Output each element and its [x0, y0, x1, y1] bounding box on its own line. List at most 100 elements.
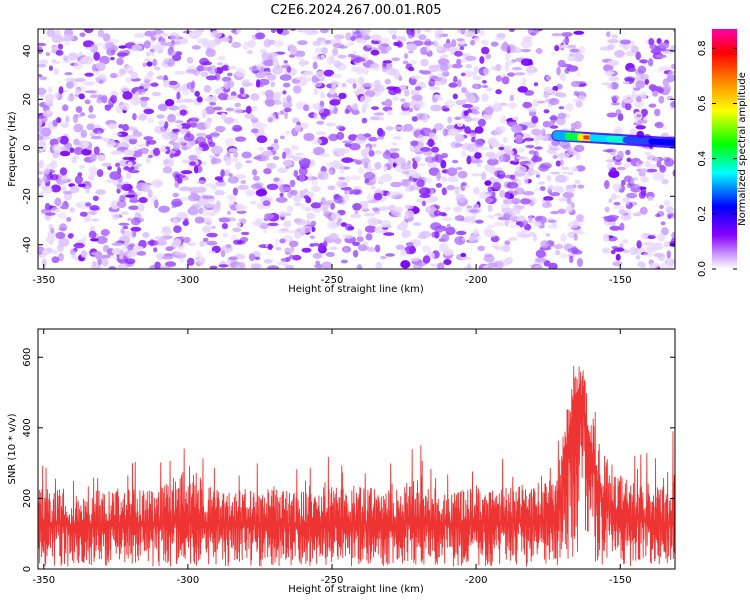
heatmap-cell [655, 213, 661, 218]
heatmap-cell [557, 208, 566, 214]
heatmap-cell [640, 73, 649, 80]
heatmap-cell [226, 80, 235, 89]
heatmap-cell [472, 75, 482, 81]
heatmap-cell [404, 245, 417, 255]
colorbar-tick-label: 0.0 [697, 261, 708, 277]
heatmap-cell [297, 40, 308, 46]
heatmap-cell [390, 152, 400, 159]
heatmap-cell [312, 81, 323, 88]
heatmap-cell [58, 237, 70, 247]
heatmap-cell [606, 31, 611, 38]
heatmap-cell [218, 264, 229, 268]
heatmap-cell [59, 150, 71, 157]
heatmap-cell [123, 165, 135, 171]
heatmap-cell [373, 79, 381, 89]
heatmap-cell [640, 187, 647, 197]
heatmap-cell [320, 39, 333, 46]
heatmap-cell [659, 165, 666, 173]
heatmap-cell [74, 89, 81, 96]
heatmap-cell [556, 116, 566, 126]
heatmap-cell [174, 70, 186, 75]
heatmap-cell [515, 205, 525, 210]
heatmap-cell [303, 104, 310, 112]
heatmap-cell [336, 131, 345, 140]
heatmap-cell [507, 72, 516, 77]
heatmap-cell [226, 210, 232, 215]
heatmap-cell [574, 179, 581, 184]
heatmap-cell [552, 244, 564, 250]
heatmap-cell [95, 62, 106, 72]
heatmap-cell [299, 174, 305, 183]
heatmap-cell [514, 134, 524, 144]
heatmap-cell [57, 43, 64, 50]
heatmap-cell [396, 41, 403, 48]
heatmap-cell [196, 96, 203, 103]
heatmap-cell [300, 225, 312, 234]
heatmap-cell [502, 244, 511, 253]
heatmap-cell [495, 89, 502, 95]
heatmap-cell [226, 95, 239, 100]
heatmap-cell [654, 108, 661, 117]
heatmap-cell [79, 85, 86, 93]
heatmap-cell [502, 137, 508, 143]
heatmap-cell [280, 228, 289, 232]
heatmap-cell [418, 187, 431, 196]
heatmap-cell [535, 48, 543, 54]
heatmap-cell [179, 123, 191, 130]
heatmap-cell [350, 175, 362, 181]
heatmap-cell [326, 162, 334, 168]
heatmap-x-tick-label: -150 [609, 275, 632, 286]
heatmap-cell [217, 92, 229, 101]
heatmap-cell [602, 149, 614, 153]
heatmap-cell [573, 90, 579, 96]
heatmap-cell [313, 87, 319, 96]
heatmap-cell [130, 217, 141, 226]
heatmap-cell [88, 230, 97, 239]
heatmap-cell [315, 131, 326, 135]
heatmap-cell [521, 122, 531, 126]
heatmap-cell [261, 51, 270, 61]
heatmap-cell [407, 30, 415, 39]
heatmap-cell [435, 44, 444, 52]
heatmap-cell [44, 202, 51, 211]
heatmap-cell [447, 176, 459, 183]
heatmap-cell [283, 247, 295, 253]
heatmap-cell [60, 122, 70, 128]
snr-x-tick-label: -350 [32, 575, 55, 586]
heatmap-cell [290, 145, 299, 151]
heatmap-cell [312, 243, 320, 247]
heatmap-cell [457, 170, 468, 179]
heatmap-cell [477, 245, 486, 252]
heatmap-cell [481, 84, 489, 89]
heatmap-cell [385, 126, 394, 131]
heatmap-cell [136, 251, 147, 256]
colorbar-tick-label: 0.2 [697, 206, 708, 222]
heatmap-cell [294, 202, 302, 207]
heatmap-cell [144, 58, 151, 62]
heatmap-cell [351, 189, 363, 195]
heatmap-cell [200, 71, 209, 77]
heatmap-cell [196, 250, 202, 259]
heatmap-cell [69, 248, 77, 256]
heatmap-cell [645, 168, 658, 173]
heatmap-cell [263, 168, 272, 175]
heatmap-cell [609, 225, 621, 231]
heatmap-cell [101, 257, 109, 267]
heatmap-cell [374, 161, 382, 170]
heatmap-cell [231, 157, 239, 162]
heatmap-cell [279, 110, 285, 115]
heatmap-cell [234, 136, 247, 142]
heatmap-cell [452, 159, 459, 164]
heatmap-cell [160, 37, 166, 46]
heatmap-cell [278, 210, 288, 218]
heatmap-cell [490, 235, 500, 243]
heatmap-cell [313, 146, 325, 156]
heatmap-cell [303, 133, 315, 141]
heatmap-cell [164, 42, 174, 47]
heatmap-cell [233, 118, 239, 124]
heatmap-cell [377, 136, 385, 140]
heatmap-cell [479, 29, 485, 37]
heatmap-cell [521, 133, 531, 139]
heatmap-cell [90, 238, 99, 242]
